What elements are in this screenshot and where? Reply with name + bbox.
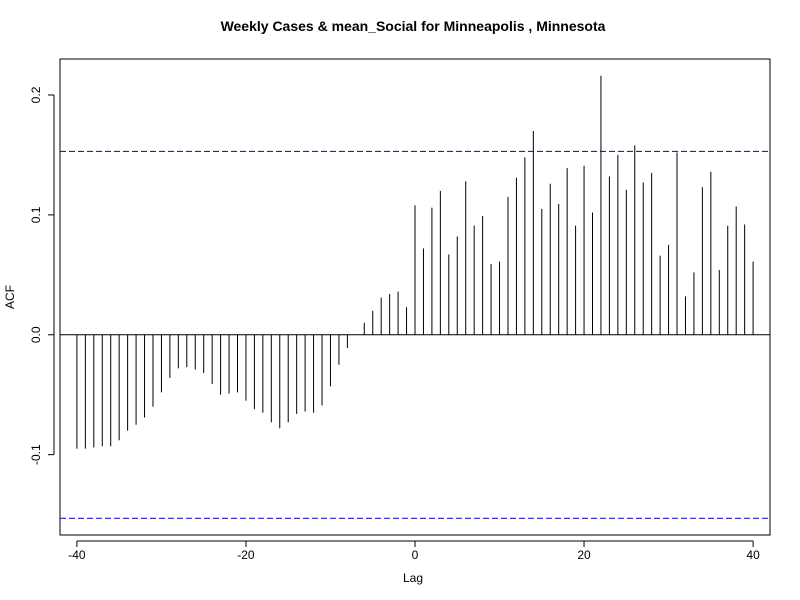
x-axis-label: Lag [403,571,423,585]
y-tick-label: 0.0 [29,326,43,343]
x-tick-label: 20 [577,548,591,562]
y-tick-label: 0.1 [29,206,43,223]
chart-title: Weekly Cases & mean_Social for Minneapol… [221,18,606,34]
y-tick-label: -0.1 [29,444,43,465]
y-tick-label: 0.2 [29,86,43,103]
x-tick-label: 40 [746,548,760,562]
x-tick-label: -20 [237,548,255,562]
acf-bars [76,75,754,449]
plot-frame [59,58,771,536]
x-tick-label: -40 [68,548,86,562]
x-axis: -40 -20 0 20 40 [68,540,760,562]
y-axis: -0.1 0.0 0.1 0.2 [29,86,55,465]
y-axis-label: ACF [3,285,17,309]
x-tick-label: 0 [412,548,419,562]
